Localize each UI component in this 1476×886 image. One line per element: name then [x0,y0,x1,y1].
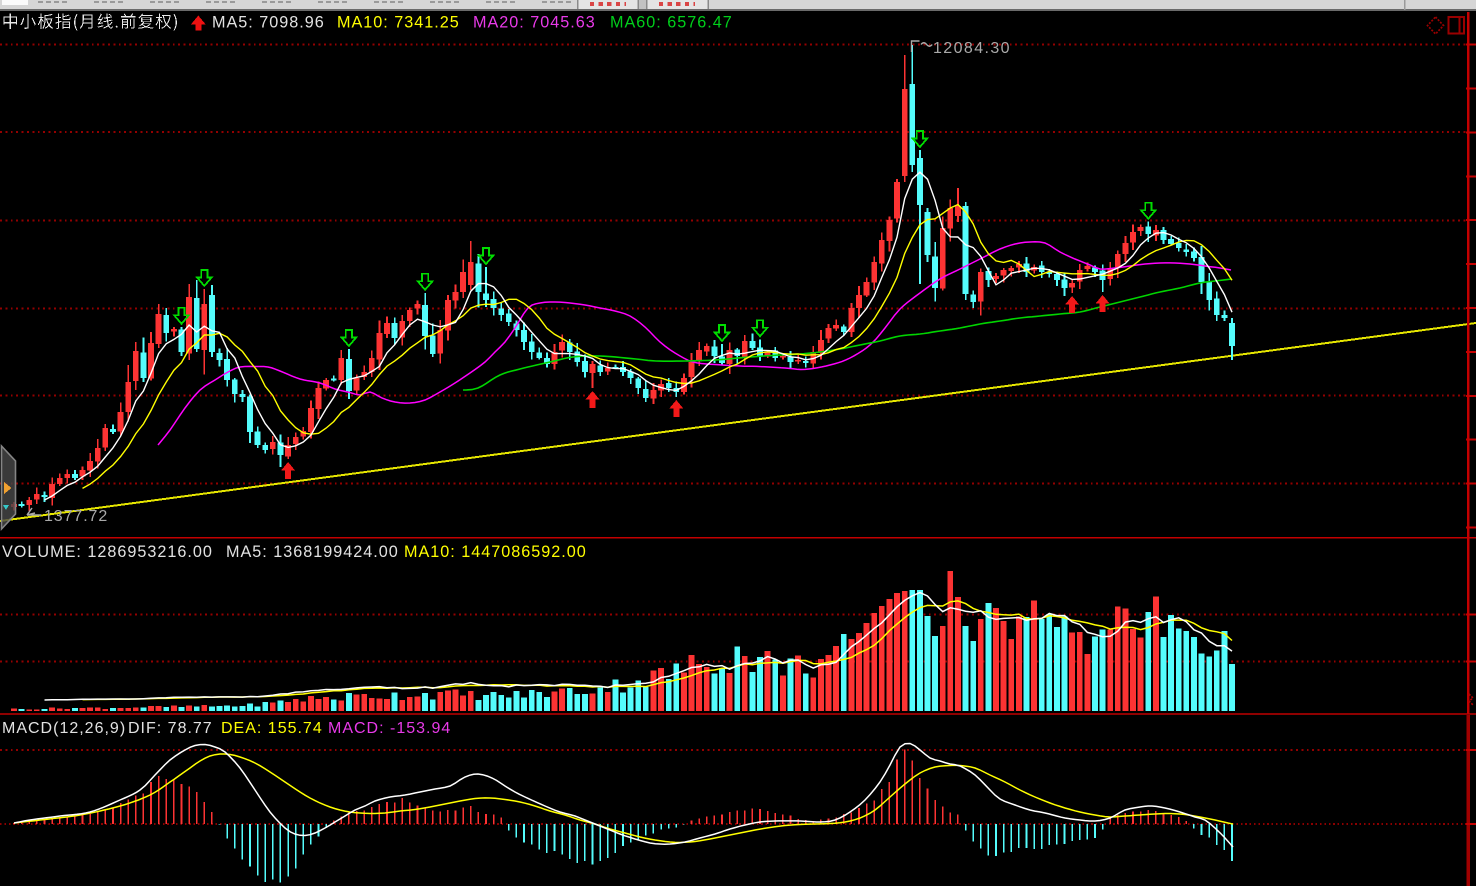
svg-text:MACD(12,26,9): MACD(12,26,9) [2,720,126,737]
svg-text:MA20: 7045.63: MA20: 7045.63 [473,14,596,32]
svg-text:MACD: -153.94: MACD: -153.94 [328,720,451,737]
svg-text:DEA: 155.74: DEA: 155.74 [221,720,323,737]
svg-text:MA60: 6576.47: MA60: 6576.47 [610,14,733,32]
svg-text:MA5: 7098.96: MA5: 7098.96 [212,14,325,32]
svg-text:MA10: 1447086592.00: MA10: 1447086592.00 [404,543,587,561]
svg-text:DIF: 78.77: DIF: 78.77 [128,720,213,737]
svg-text:1377.72: 1377.72 [44,508,108,525]
svg-text:MA5: 1368199424.00: MA5: 1368199424.00 [226,543,399,561]
svg-text:MA10: 7341.25: MA10: 7341.25 [337,14,460,32]
svg-text:VOLUME: 1286953216.00: VOLUME: 1286953216.00 [2,543,213,561]
svg-text:12084.30: 12084.30 [933,40,1011,57]
